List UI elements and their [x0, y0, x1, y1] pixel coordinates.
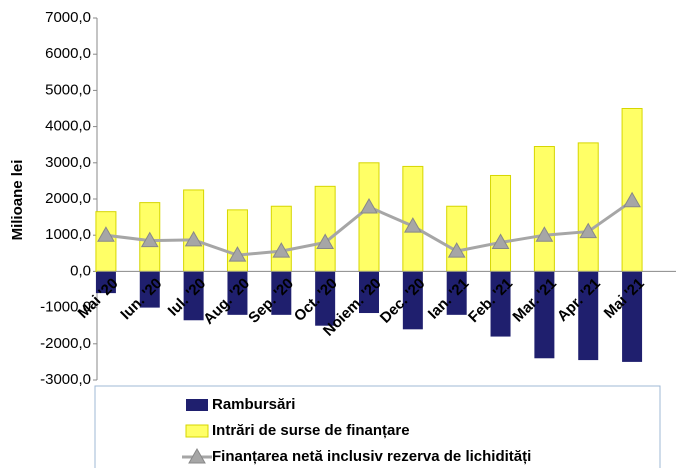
y-tick-label: -1000,0	[40, 299, 91, 316]
y-tick-label: 6000,0	[45, 45, 91, 62]
marker	[579, 222, 598, 239]
bar	[270, 205, 292, 272]
y-tick-label: 0,0	[70, 262, 91, 279]
marker	[272, 242, 291, 258]
legend-label: Finanțarea netă inclusiv rezerva de lich…	[212, 448, 531, 465]
bar	[358, 162, 380, 272]
marker	[491, 233, 510, 249]
marker	[623, 191, 641, 208]
bar	[95, 271, 116, 294]
bar	[621, 108, 643, 272]
y-tick-label: 4000,0	[45, 118, 91, 135]
bar	[490, 271, 511, 337]
marker	[535, 226, 554, 242]
bar	[622, 271, 643, 362]
y-tick-label: 1000,0	[45, 226, 91, 243]
bar	[226, 209, 248, 272]
bar	[183, 271, 204, 321]
y-tick-label: -2000,0	[40, 335, 91, 352]
bar	[315, 271, 336, 326]
y-axis-label: Milioane lei	[9, 160, 26, 241]
bar	[446, 271, 467, 315]
marker	[184, 230, 203, 247]
bar	[227, 271, 248, 315]
legend-label: Intrări de surse de finanțare	[212, 422, 410, 439]
bar	[402, 271, 423, 330]
bar	[534, 271, 555, 359]
bar	[271, 271, 292, 315]
bar	[446, 205, 468, 272]
legend-marker	[188, 447, 206, 464]
bar	[490, 174, 512, 272]
y-tick-label: 5000,0	[45, 81, 91, 98]
bar	[139, 271, 160, 308]
marker	[140, 231, 159, 248]
bar	[314, 185, 336, 272]
bar	[533, 146, 555, 272]
y-tick-label: -3000,0	[40, 371, 91, 388]
legend-label: Rambursări	[212, 396, 295, 413]
marker	[403, 217, 422, 233]
y-tick-label: 3000,0	[45, 154, 91, 171]
bar	[578, 271, 599, 361]
marker	[97, 226, 115, 242]
marker	[316, 233, 335, 249]
bar	[359, 271, 379, 314]
legend-swatch	[185, 424, 209, 438]
legend-swatch	[186, 399, 208, 411]
y-tick-label: 7000,0	[45, 9, 91, 26]
marker	[447, 242, 466, 258]
y-tick-label: 2000,0	[45, 190, 91, 207]
bar	[577, 142, 599, 272]
bar	[183, 189, 205, 272]
marker	[228, 246, 247, 262]
marker	[360, 197, 378, 214]
